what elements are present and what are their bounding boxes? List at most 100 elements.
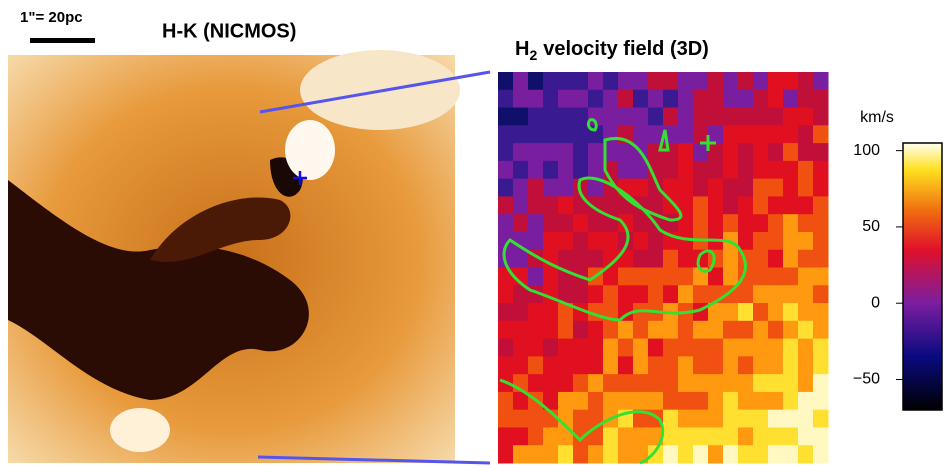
pixel [498,125,514,143]
pixel [798,250,814,268]
pixel [573,356,589,374]
pixel [813,427,829,445]
pixel [558,321,574,339]
pixel [543,374,559,392]
pixel [588,321,604,339]
pixel [723,445,739,463]
pixel [768,321,784,339]
pixel [528,410,544,428]
pixel [798,285,814,303]
pixel [498,303,514,321]
pixel [558,250,574,268]
pixel [768,179,784,197]
pixel [513,250,529,268]
pixel [663,392,679,410]
pixel [753,445,769,463]
pixel [573,90,589,108]
pixel [678,108,694,126]
pixel [558,339,574,357]
pixel [783,285,799,303]
pixel [723,268,739,286]
pixel [528,356,544,374]
pixel [573,108,589,126]
pixel [798,303,814,321]
pixel [798,161,814,179]
pixel [708,356,724,374]
pixel [543,196,559,214]
pixel [528,125,544,143]
pixel [498,108,514,126]
pixel [798,445,814,463]
pixel [648,356,664,374]
pixel [783,214,799,232]
pixel [723,374,739,392]
pixel [528,303,544,321]
pixel [693,90,709,108]
pixel [573,445,589,463]
colorbar-label: km/s [860,109,894,126]
pixel [768,356,784,374]
pixel [678,268,694,286]
pixel [558,392,574,410]
pixel [543,268,559,286]
pixel [663,374,679,392]
pixel [768,125,784,143]
pixel [633,339,649,357]
pixel [708,196,724,214]
pixel [498,179,514,197]
pixel [708,125,724,143]
pixel [678,285,694,303]
pixel [498,143,514,161]
pixel [573,161,589,179]
pixel [723,339,739,357]
pixel [753,214,769,232]
pixel [798,321,814,339]
pixel [618,356,634,374]
pixel [693,161,709,179]
nicmos-image [8,50,460,463]
pixel [693,392,709,410]
pixel [693,427,709,445]
pixel [528,179,544,197]
pixel [573,214,589,232]
pixel [513,196,529,214]
scale-label: 1"= 20pc [20,9,83,26]
pixel [783,268,799,286]
pixel [693,72,709,90]
pixel [708,90,724,108]
pixel [678,392,694,410]
pixel [753,90,769,108]
pixel [753,125,769,143]
pixel [573,125,589,143]
pixel [528,321,544,339]
pixel [618,374,634,392]
pixel [783,374,799,392]
pixel [798,374,814,392]
pixel [543,339,559,357]
pixel [618,339,634,357]
pixel [558,179,574,197]
pixel [633,356,649,374]
pixel [618,143,634,161]
pixel [813,179,829,197]
pixel [498,445,514,463]
pixel [678,161,694,179]
pixel [723,303,739,321]
pixel [693,410,709,428]
pixel [513,339,529,357]
pixel [768,445,784,463]
pixel [708,108,724,126]
pixel [558,90,574,108]
pixel [693,196,709,214]
pixel [543,214,559,232]
pixel [723,179,739,197]
pixel [768,303,784,321]
pixel [633,214,649,232]
pixel [693,321,709,339]
pixel [603,90,619,108]
pixel [513,303,529,321]
pixel [513,143,529,161]
pixel [663,108,679,126]
pixel [588,161,604,179]
pixel [738,339,754,357]
